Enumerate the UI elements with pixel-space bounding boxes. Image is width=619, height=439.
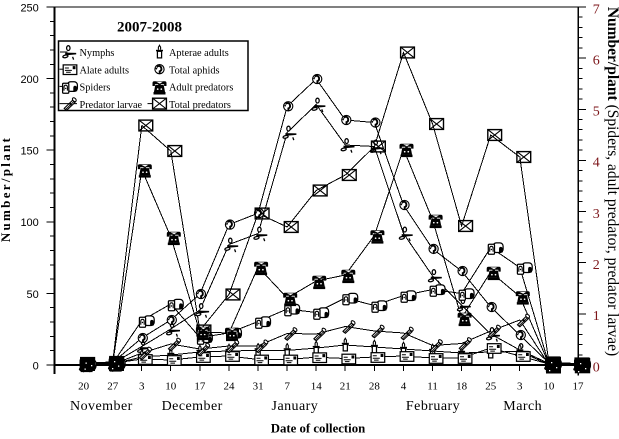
svg-text:Number/plant (Spiders, adult p: Number/plant (Spiders, adult predator, p… — [604, 7, 619, 356]
svg-text:20: 20 — [78, 381, 90, 393]
svg-text:1: 1 — [593, 309, 600, 324]
svg-text:6: 6 — [593, 53, 600, 68]
svg-text:0: 0 — [33, 360, 39, 372]
svg-text:17: 17 — [573, 381, 585, 393]
svg-text:3: 3 — [517, 381, 523, 393]
svg-text:Total aphids: Total aphids — [169, 65, 219, 76]
svg-text:14: 14 — [311, 381, 323, 393]
svg-text:February: February — [406, 399, 460, 414]
svg-text:Nymphs: Nymphs — [80, 48, 115, 59]
svg-text:28: 28 — [369, 381, 381, 393]
svg-text:27: 27 — [107, 381, 119, 393]
svg-text:0: 0 — [593, 360, 600, 375]
svg-text:25: 25 — [485, 381, 497, 393]
svg-text:Number/plant: Number/plant — [0, 136, 13, 242]
svg-text:Alate adults: Alate adults — [80, 65, 129, 76]
svg-text:November: November — [70, 399, 133, 414]
svg-text:250: 250 — [20, 2, 38, 14]
svg-text:18: 18 — [456, 381, 468, 393]
svg-text:January: January — [272, 399, 319, 414]
svg-text:Spiders: Spiders — [80, 83, 111, 94]
svg-text:Predator larvae: Predator larvae — [80, 100, 143, 111]
svg-text:24: 24 — [224, 381, 236, 393]
svg-text:Apterae adults: Apterae adults — [169, 48, 229, 59]
svg-text:3: 3 — [593, 207, 600, 222]
svg-text:11: 11 — [427, 381, 438, 393]
svg-text:17: 17 — [194, 381, 206, 393]
svg-text:10: 10 — [543, 381, 555, 393]
svg-text:Adult predators: Adult predators — [169, 83, 233, 94]
svg-text:7: 7 — [284, 381, 290, 393]
svg-text:100: 100 — [20, 217, 38, 229]
svg-text:Total predators: Total predators — [169, 100, 231, 111]
svg-text:50: 50 — [27, 289, 39, 301]
svg-text:21: 21 — [340, 381, 351, 393]
svg-text:4: 4 — [401, 381, 407, 393]
svg-text:200: 200 — [20, 74, 38, 86]
svg-text:31: 31 — [253, 381, 264, 393]
svg-text:March: March — [503, 399, 542, 414]
svg-text:Date of collection: Date of collection — [271, 422, 366, 436]
svg-text:150: 150 — [20, 146, 38, 158]
svg-text:December: December — [162, 399, 223, 414]
svg-text:2: 2 — [593, 258, 600, 273]
svg-text:5: 5 — [593, 105, 600, 120]
svg-text:3: 3 — [139, 381, 145, 393]
svg-text:4: 4 — [593, 156, 600, 171]
svg-text:2007-2008: 2007-2008 — [117, 20, 182, 36]
svg-text:10: 10 — [165, 381, 177, 393]
svg-text:7: 7 — [593, 2, 600, 17]
